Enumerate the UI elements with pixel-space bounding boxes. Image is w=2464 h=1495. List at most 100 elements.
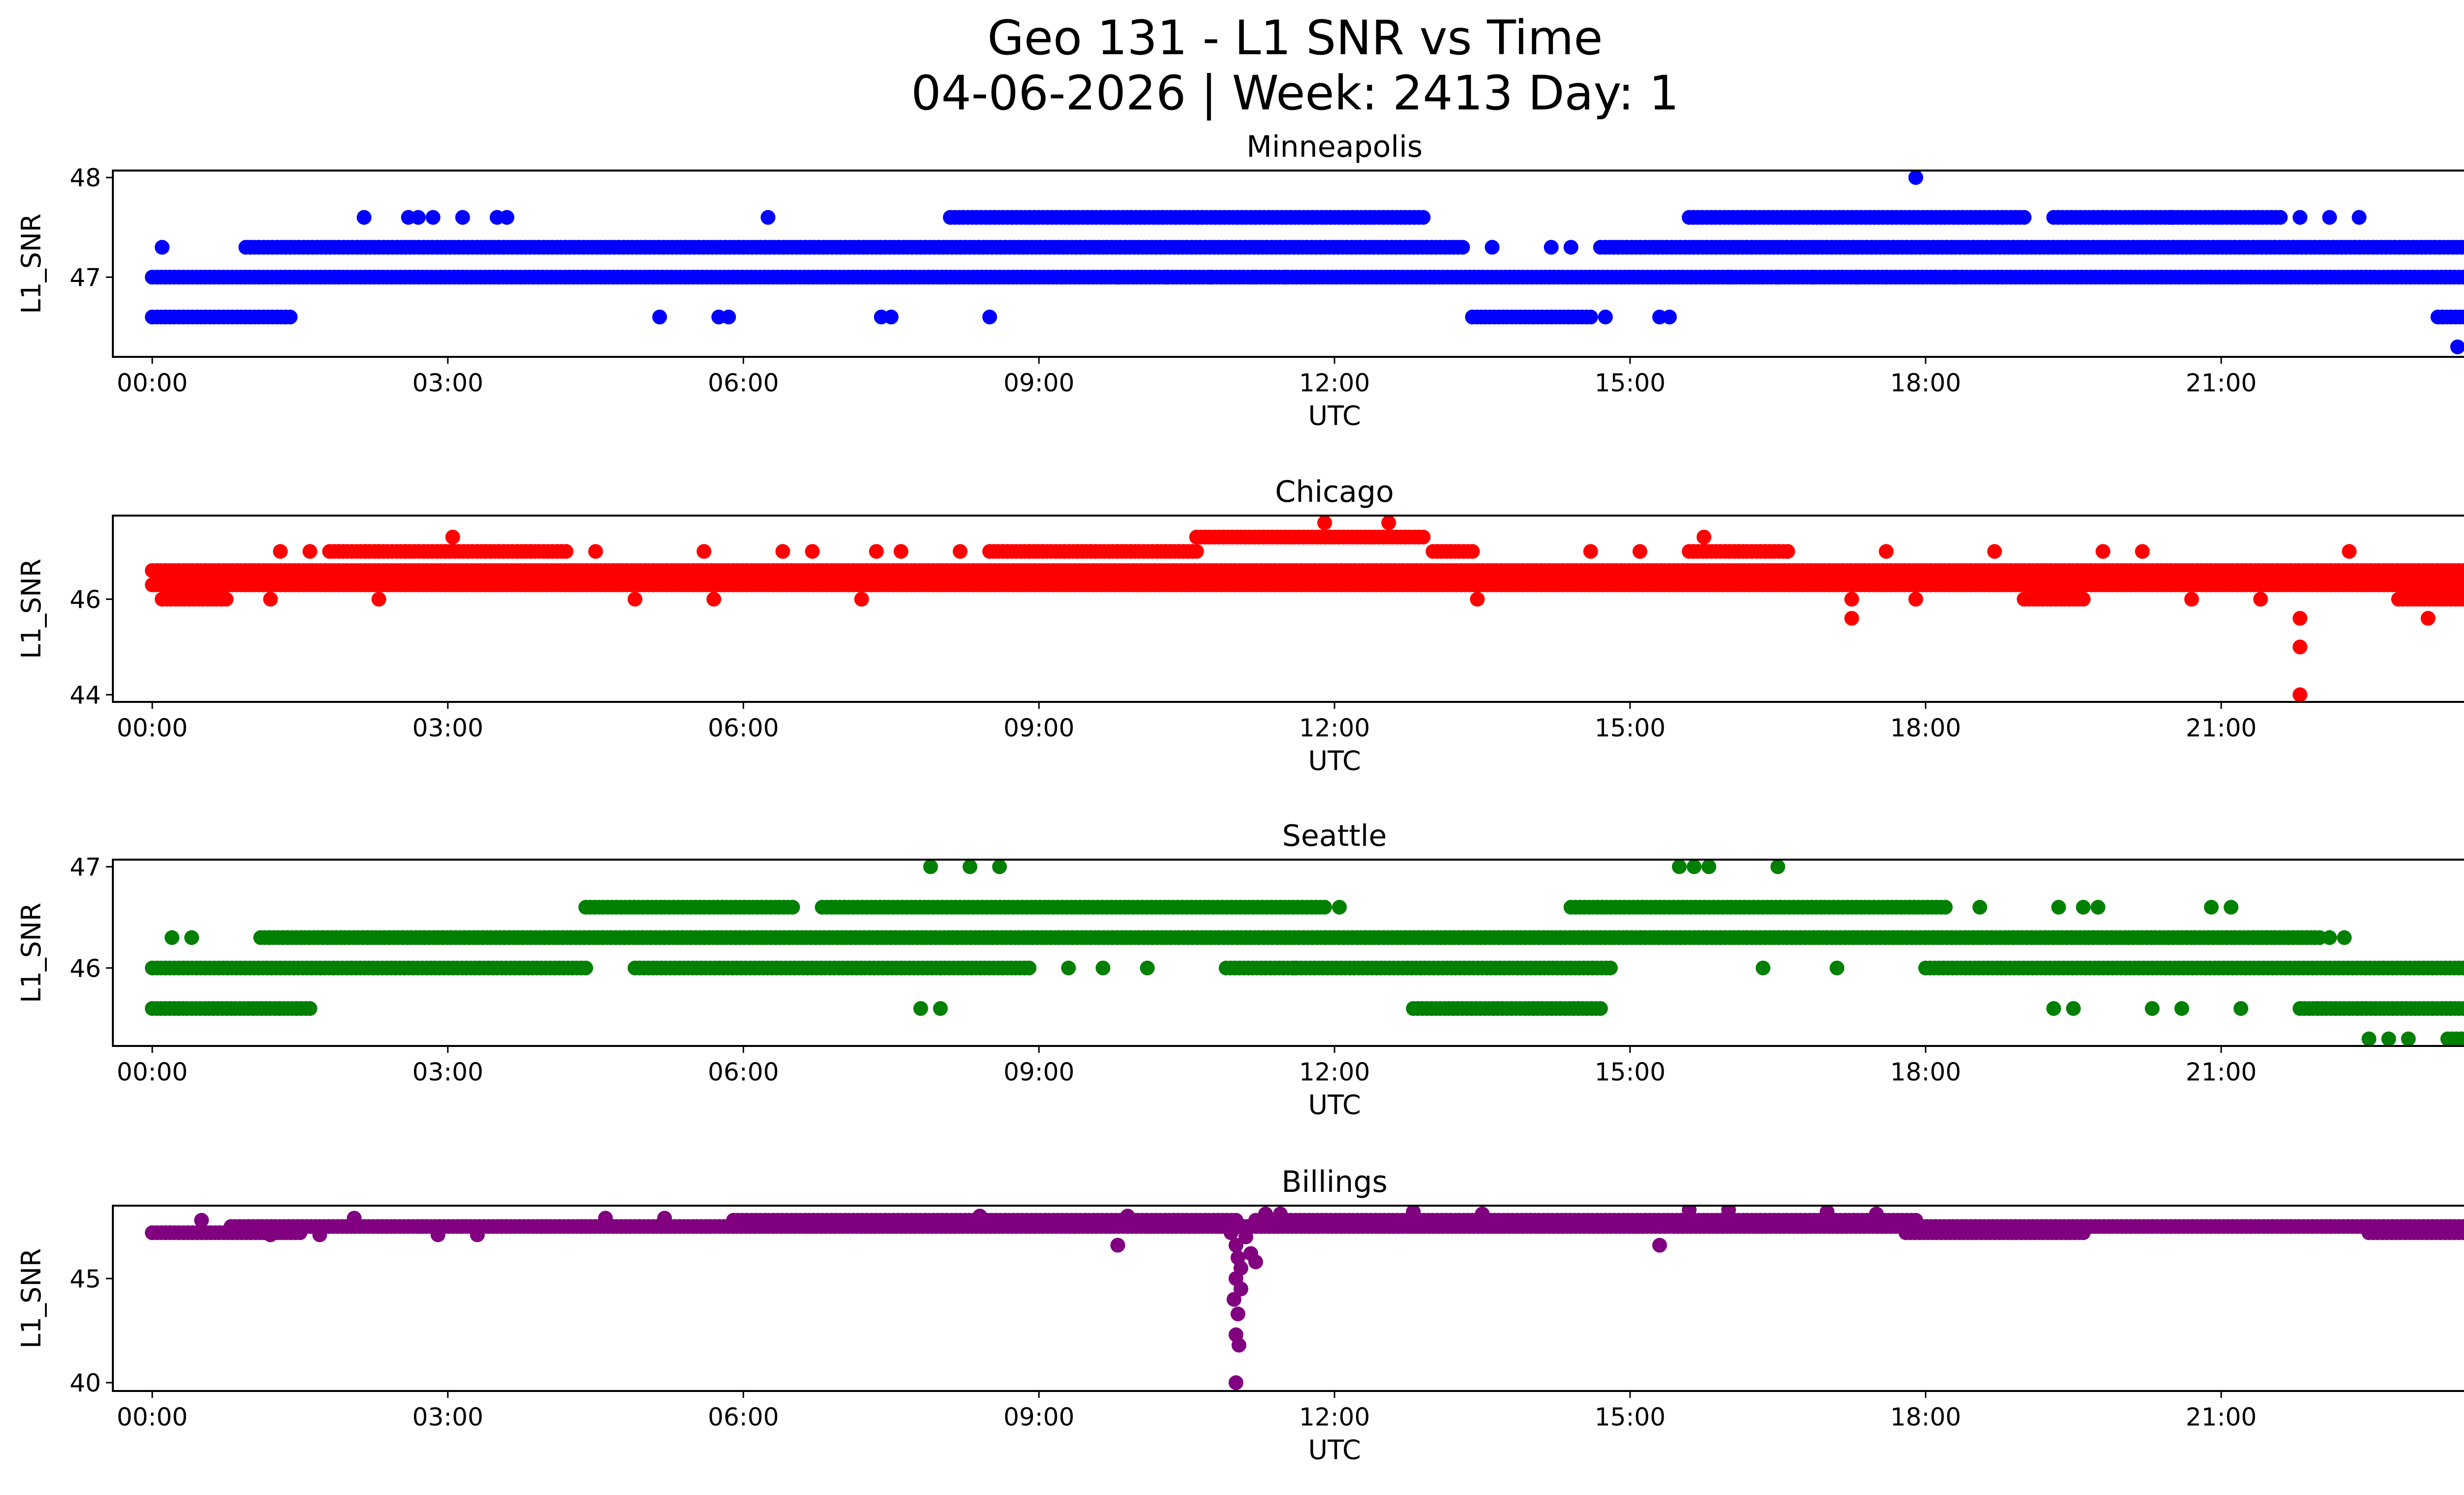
- data-point: [154, 240, 170, 255]
- data-point: [2293, 639, 2308, 655]
- x-tick-label: 15:00: [1595, 714, 1666, 742]
- data-point: [1632, 544, 1647, 559]
- data-point: [652, 310, 667, 325]
- data-point: [2460, 1220, 2464, 1233]
- data-point: [1598, 310, 1613, 325]
- subplot-title: Seattle: [1282, 819, 1387, 853]
- x-tick-label: 21:00: [2186, 369, 2257, 397]
- data-point: [2293, 687, 2308, 702]
- data-point: [962, 860, 978, 874]
- data-point: [1288, 960, 1303, 975]
- x-tick-label: 00:00: [117, 1058, 188, 1086]
- data-point: [1229, 1213, 1244, 1228]
- data-point: [411, 210, 426, 225]
- data-point: [1204, 270, 1219, 285]
- data-point: [2090, 900, 2106, 915]
- data-point: [499, 210, 514, 225]
- data-point: [2224, 900, 2239, 915]
- data-point: [302, 544, 317, 559]
- data-point: [1948, 270, 1963, 285]
- data-point: [2164, 210, 2180, 225]
- scatter-series: [144, 516, 2464, 702]
- data-point: [1061, 960, 1076, 975]
- data-point: [2342, 544, 2357, 559]
- data-point: [1381, 516, 1396, 530]
- x-tick-label: 21:00: [2186, 1058, 2257, 1086]
- x-tick-label: 06:00: [708, 714, 779, 742]
- data-point: [2459, 1032, 2464, 1046]
- data-point: [2381, 1031, 2396, 1046]
- data-point: [2204, 900, 2219, 915]
- x-tick-label: 00:00: [117, 369, 188, 397]
- data-point: [1593, 1001, 1608, 1016]
- x-tick-label: 18:00: [1890, 714, 1961, 742]
- data-point: [2460, 962, 2464, 974]
- data-point: [164, 930, 179, 945]
- data-point: [923, 860, 938, 874]
- data-point: [884, 310, 899, 325]
- data-point: [2401, 1031, 2416, 1046]
- data-point: [218, 591, 234, 607]
- data-point: [2076, 900, 2091, 915]
- data-point: [933, 1001, 948, 1016]
- data-point: [1110, 270, 1126, 285]
- data-point: [1908, 1213, 1923, 1228]
- data-point: [1908, 591, 1923, 607]
- data-point: [2461, 578, 2464, 591]
- data-point: [2322, 210, 2337, 225]
- data-point: [1987, 544, 2002, 559]
- x-tick-label: 09:00: [1003, 369, 1074, 397]
- data-point: [445, 529, 460, 545]
- x-tick-label: 03:00: [412, 1058, 483, 1086]
- data-point: [1603, 960, 1618, 975]
- data-point: [1844, 611, 1859, 626]
- y-tick-label: 47: [69, 853, 101, 881]
- data-point: [2421, 611, 2436, 626]
- figure-title-line2: 04-06-2026 | Week: 2413 Day: 1: [911, 66, 1679, 121]
- y-axis-label: L1_SNR: [16, 903, 47, 1003]
- data-point: [2461, 593, 2464, 605]
- data-point: [1672, 860, 1687, 874]
- y-tick-label: 46: [69, 954, 101, 983]
- data-point: [1317, 516, 1333, 530]
- data-point: [1879, 544, 1894, 559]
- data-point: [1189, 544, 1204, 559]
- data-point: [1317, 900, 1333, 915]
- data-point: [2076, 591, 2091, 607]
- data-point: [1938, 900, 1953, 915]
- data-point: [1696, 529, 1711, 545]
- data-point: [1160, 270, 1175, 285]
- data-point: [775, 544, 790, 559]
- data-point: [1484, 240, 1500, 255]
- data-point: [1278, 270, 1293, 285]
- scatter-series: [144, 860, 2464, 1046]
- data-point: [1780, 544, 1795, 559]
- data-point: [1770, 270, 1785, 285]
- plot-frame: [112, 170, 2464, 358]
- data-point: [2135, 544, 2150, 559]
- x-tick-label: 06:00: [708, 369, 779, 397]
- data-point: [558, 544, 574, 559]
- data-point: [1563, 240, 1578, 255]
- data-point: [2273, 210, 2288, 225]
- data-point: [2361, 1031, 2377, 1046]
- x-tick-label: 18:00: [1890, 1058, 1961, 1086]
- x-tick-label: 12:00: [1299, 1058, 1370, 1086]
- data-point: [1140, 960, 1155, 975]
- x-tick-label: 15:00: [1595, 1058, 1666, 1086]
- data-point: [982, 310, 997, 325]
- x-tick-label: 09:00: [1003, 714, 1074, 742]
- data-point: [869, 544, 884, 559]
- data-point: [1248, 270, 1264, 285]
- data-point: [1721, 270, 1736, 285]
- data-point: [1465, 544, 1480, 559]
- data-point: [2337, 930, 2352, 945]
- data-point: [893, 544, 909, 559]
- data-point: [992, 860, 1007, 874]
- data-point: [1879, 270, 1894, 285]
- plot-frame: [112, 859, 2464, 1047]
- data-point: [1662, 310, 1677, 325]
- data-point: [1755, 960, 1771, 975]
- data-point: [2293, 611, 2308, 626]
